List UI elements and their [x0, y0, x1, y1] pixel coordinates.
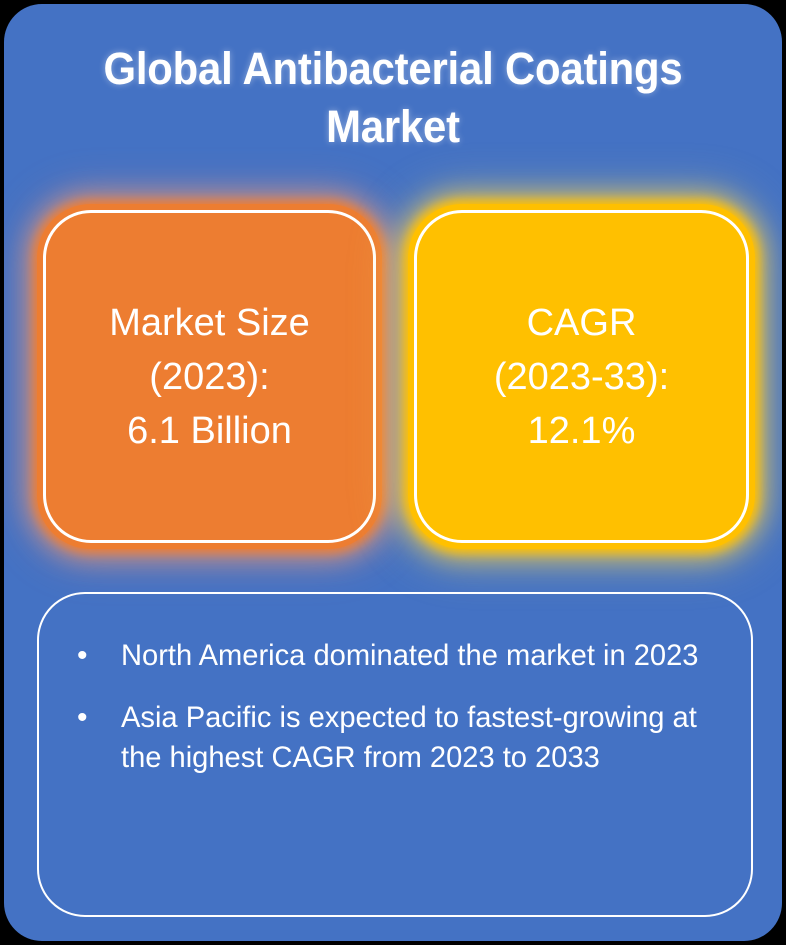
stat-card-cagr[interactable]: CAGR (2023-33): 12.1%	[408, 204, 755, 549]
page-title: Global Antibacterial Coatings Market	[103, 43, 683, 152]
highlights-box: • North America dominated the market in …	[37, 592, 753, 917]
blue-panel: Global Antibacterial Coatings Market Mar…	[4, 4, 782, 941]
list-item: • Asia Pacific is expected to fastest-gr…	[65, 698, 729, 778]
stat-card-market-size-text: Market Size (2023): 6.1 Billion	[109, 301, 310, 452]
highlights-list: • North America dominated the market in …	[65, 636, 729, 800]
stat-card-cagr-text: CAGR (2023-33): 12.1%	[493, 301, 670, 452]
stat-card-market-size[interactable]: Market Size (2023): 6.1 Billion	[37, 204, 382, 549]
list-item-label: Asia Pacific is expected to fastest-grow…	[121, 701, 697, 774]
list-item-label: North America dominated the market in 20…	[121, 639, 699, 672]
bullet-icon: •	[77, 701, 88, 734]
list-item: • North America dominated the market in …	[65, 636, 729, 676]
bullet-icon: •	[77, 639, 88, 672]
